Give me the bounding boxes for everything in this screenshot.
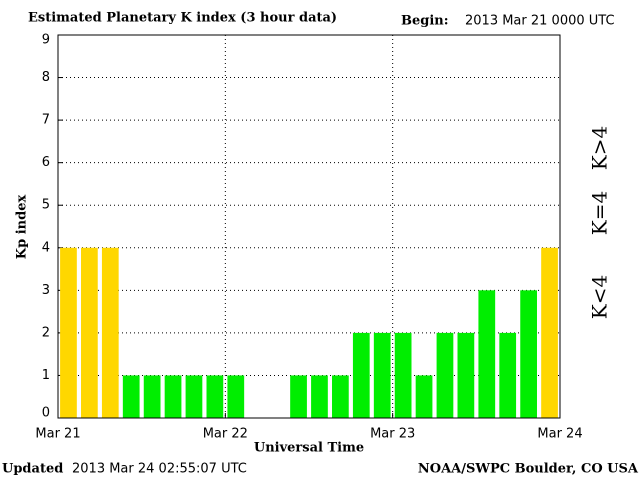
y-tick-label: 5 xyxy=(42,198,50,213)
y-tick-label: 9 xyxy=(42,33,50,48)
x-tick-label: Mar 24 xyxy=(537,427,582,442)
begin-value: 2013 Mar 21 0000 UTC xyxy=(465,14,615,29)
bar xyxy=(206,375,224,418)
x-tick-label: Mar 23 xyxy=(370,427,415,442)
bar xyxy=(143,375,161,418)
x-tick-label: Mar 22 xyxy=(203,427,248,442)
bar xyxy=(60,247,77,418)
y-tick-label: 3 xyxy=(42,283,50,298)
y-tick-label: 7 xyxy=(42,113,50,128)
y-tick-label: 0 xyxy=(42,406,50,421)
legend-entry: K>4 xyxy=(588,126,612,170)
bar xyxy=(290,375,307,418)
bar xyxy=(311,375,328,418)
bar xyxy=(373,332,391,418)
updated-label: Updated xyxy=(2,462,63,477)
legend-entry: K<4 xyxy=(588,275,612,319)
bar xyxy=(81,247,98,418)
bar xyxy=(122,375,140,418)
y-tick-label: 8 xyxy=(42,70,50,85)
x-tick-label: Mar 21 xyxy=(35,427,80,442)
bar xyxy=(478,290,496,418)
bar xyxy=(352,332,370,418)
bar xyxy=(415,375,433,418)
bar xyxy=(185,375,203,418)
begin-label: Begin: xyxy=(401,14,449,29)
bar xyxy=(499,332,517,418)
bar xyxy=(101,247,119,418)
y-tick-label: 1 xyxy=(42,368,50,383)
bar xyxy=(541,247,558,418)
bar xyxy=(227,375,245,418)
bar xyxy=(457,332,475,418)
legend-entry: K=4 xyxy=(588,191,612,235)
credit: NOAA/SWPC Boulder, CO USA xyxy=(418,462,639,477)
bar xyxy=(164,375,182,418)
x-axis-label: Universal Time xyxy=(254,441,364,456)
chart-title: Estimated Planetary K index (3 hour data… xyxy=(28,11,337,26)
y-axis-label: Kp index xyxy=(15,195,30,260)
bar xyxy=(332,375,349,418)
bar xyxy=(436,332,454,418)
y-tick-label: 4 xyxy=(42,240,50,255)
y-tick-label: 6 xyxy=(42,155,50,170)
y-tick-label: 2 xyxy=(42,325,50,340)
bar xyxy=(520,290,537,418)
updated-value: 2013 Mar 24 02:55:07 UTC xyxy=(72,462,247,477)
plot-frame xyxy=(57,34,561,419)
bar xyxy=(394,332,412,418)
